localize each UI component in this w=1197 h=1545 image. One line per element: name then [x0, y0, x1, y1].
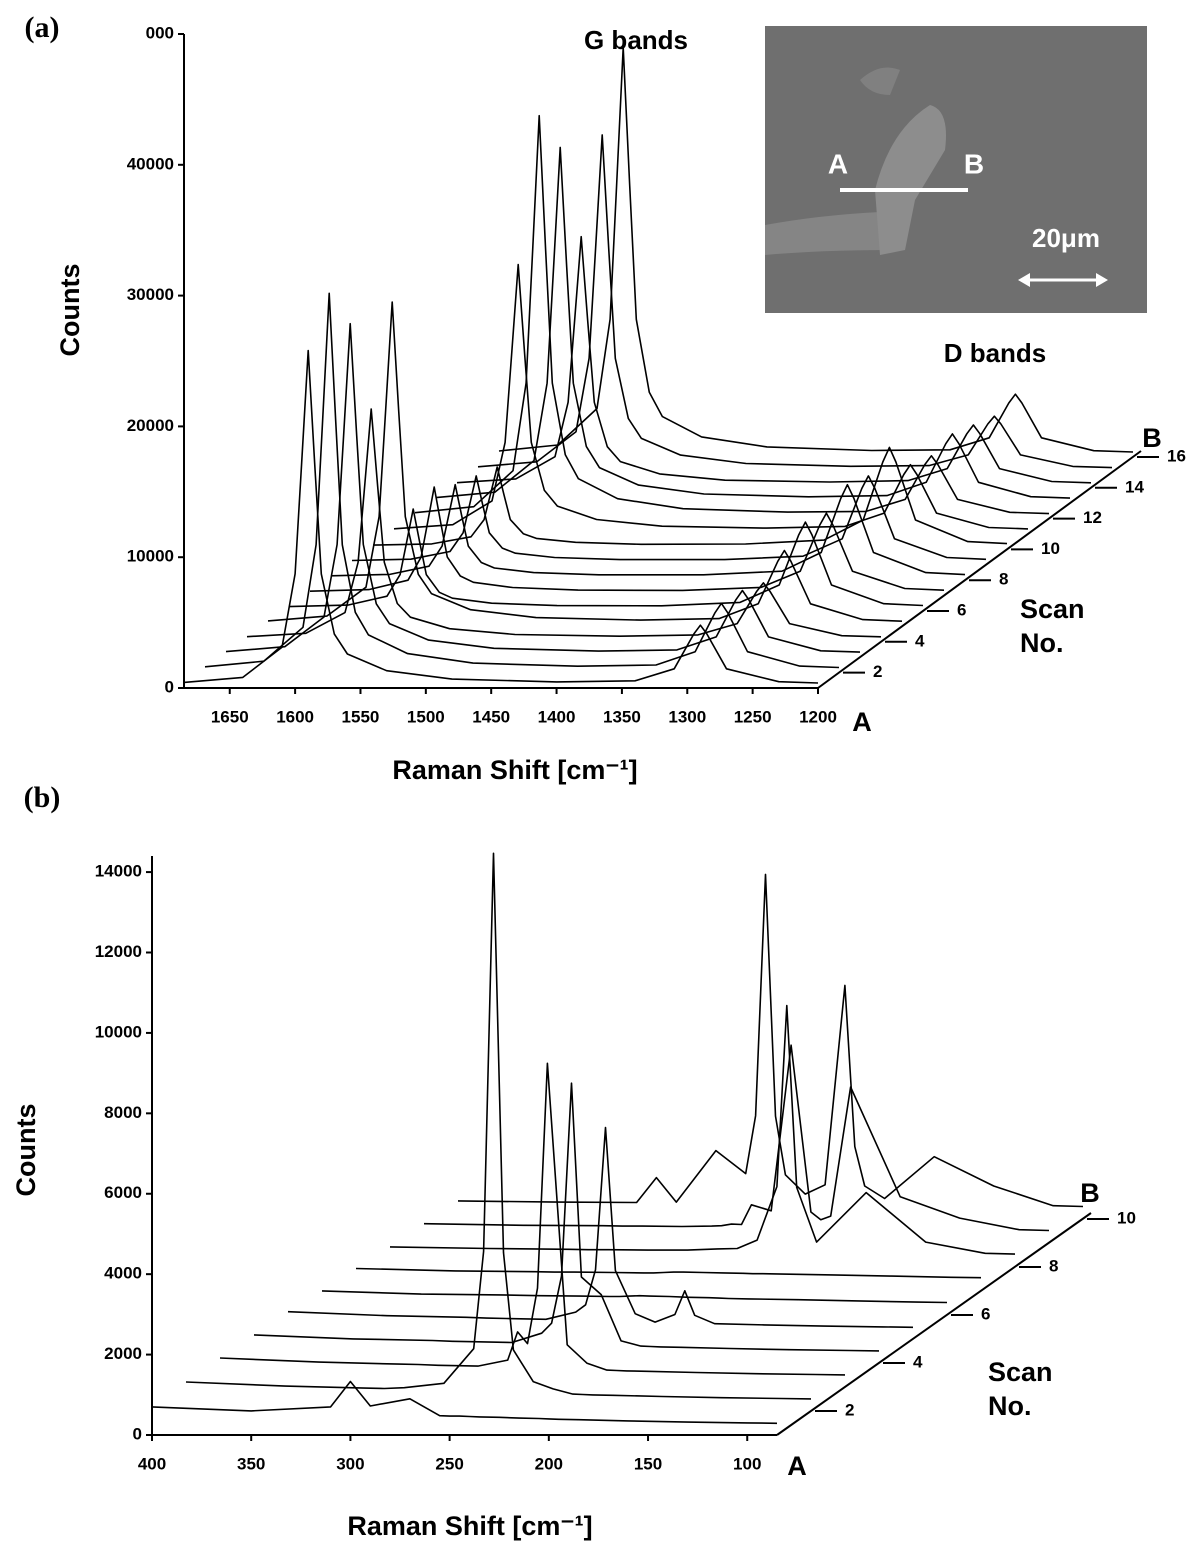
depth-axis — [776, 1212, 1092, 1436]
y-tick-label: 0 — [133, 1424, 142, 1443]
y-tick-label: 10000 — [127, 547, 174, 566]
spectrum — [330, 483, 966, 577]
depth-end-label: A — [787, 1451, 807, 1481]
panel-label: (a) — [25, 11, 60, 44]
x-tick-label: 1400 — [538, 707, 576, 726]
spectrum — [393, 263, 1029, 530]
y-tick-label: 40000 — [127, 154, 174, 173]
inset-feature — [765, 212, 890, 255]
spectrum — [225, 322, 861, 653]
x-tick-label: 250 — [435, 1454, 463, 1473]
depth-tick-label: 6 — [957, 600, 966, 619]
inset-label: A — [828, 148, 848, 179]
depth-tick-label: 12 — [1083, 508, 1102, 527]
depth-tick-label: 8 — [999, 570, 1008, 589]
depth-tick-label: 2 — [873, 662, 882, 681]
annotation: G bands — [584, 25, 688, 55]
inset-image: A B 20μm — [765, 26, 1147, 313]
y-tick-label: 4000 — [104, 1264, 142, 1283]
x-tick-label: 1250 — [734, 707, 772, 726]
x-tick-label: 1350 — [603, 707, 641, 726]
x-tick-label: 1600 — [276, 707, 314, 726]
spectrum — [287, 1126, 914, 1329]
depth-axis — [817, 450, 1142, 689]
panel-label: (b) — [24, 781, 61, 814]
spectrum — [219, 1062, 846, 1376]
spectrum — [309, 486, 945, 592]
spectrum — [267, 301, 903, 622]
spectrum — [321, 1290, 948, 1304]
y-tick-label: 30000 — [127, 285, 174, 304]
x-tick-label: 1200 — [799, 707, 837, 726]
x-tick-label: 400 — [138, 1454, 166, 1473]
inset-feature — [875, 105, 946, 255]
spectrum — [389, 1004, 1016, 1255]
depth-end-label: B — [1142, 423, 1162, 453]
y-tick-label: 6000 — [104, 1183, 142, 1202]
y-tick-label: 2000 — [104, 1344, 142, 1363]
depth-tick-label: 6 — [981, 1304, 990, 1323]
spectrum — [355, 1267, 982, 1279]
y-axis-title: Counts — [11, 1104, 41, 1197]
x-axis-title: Raman Shift [cm⁻¹] — [347, 1511, 592, 1541]
inset-feature — [860, 67, 900, 95]
x-tick-label: 1450 — [472, 707, 510, 726]
spectrum — [477, 134, 1113, 469]
depth-tick-label: 8 — [1049, 1256, 1058, 1275]
x-tick-label: 1650 — [211, 707, 249, 726]
y-tick-label: 8000 — [104, 1103, 142, 1122]
y-tick-label: 20000 — [127, 416, 174, 435]
y-tick-label: 0 — [165, 677, 174, 696]
x-axis-title: Raman Shift [cm⁻¹] — [392, 755, 637, 785]
spectrum — [423, 1044, 1050, 1232]
depth-end-label: A — [852, 707, 872, 737]
depth-end-label: B — [1080, 1178, 1100, 1208]
x-tick-label: 1300 — [668, 707, 706, 726]
depth-tick-label: 14 — [1125, 477, 1144, 496]
spectrum — [246, 408, 882, 638]
spectrum — [498, 46, 1134, 453]
y-axis-title: Counts — [55, 264, 85, 357]
spectrum — [288, 508, 924, 608]
depth-tick-label: 4 — [915, 631, 925, 650]
scale-label: 20μm — [1032, 223, 1100, 253]
depth-tick-label: 2 — [845, 1400, 854, 1419]
x-tick-label: 1550 — [342, 707, 380, 726]
depth-tick-label: 10 — [1117, 1208, 1136, 1227]
spectrum — [457, 873, 1084, 1208]
depth-tick-label: 4 — [913, 1352, 923, 1371]
inset-background — [765, 26, 1147, 313]
y-tick-label: 12000 — [95, 942, 142, 961]
x-tick-label: 100 — [733, 1454, 761, 1473]
annotation: D bands — [944, 338, 1047, 368]
spectrum — [456, 235, 1092, 484]
x-tick-label: 1500 — [407, 707, 445, 726]
x-tick-label: 350 — [237, 1454, 265, 1473]
depth-tick-label: 10 — [1041, 539, 1060, 558]
spectrum — [204, 292, 840, 669]
y-tick-label: 000 — [146, 23, 174, 42]
spectrum — [351, 475, 987, 562]
spectrum — [372, 446, 1008, 546]
x-tick-label: 200 — [535, 1454, 563, 1473]
depth-axis-title: Scan No. — [988, 1357, 1053, 1421]
depth-tick-label: 16 — [1167, 446, 1186, 465]
spectrum — [185, 852, 812, 1400]
spectrum — [183, 349, 819, 684]
spectrum — [253, 1082, 880, 1352]
depth-axis-title: Scan No. — [1020, 594, 1085, 658]
inset-label: B — [964, 148, 984, 179]
spectrum — [151, 1380, 778, 1425]
y-tick-label: 10000 — [95, 1022, 142, 1041]
y-tick-label: 14000 — [95, 862, 142, 881]
x-tick-label: 300 — [336, 1454, 364, 1473]
spectrum — [414, 114, 1050, 515]
spectrum — [435, 146, 1071, 499]
x-tick-label: 150 — [634, 1454, 662, 1473]
